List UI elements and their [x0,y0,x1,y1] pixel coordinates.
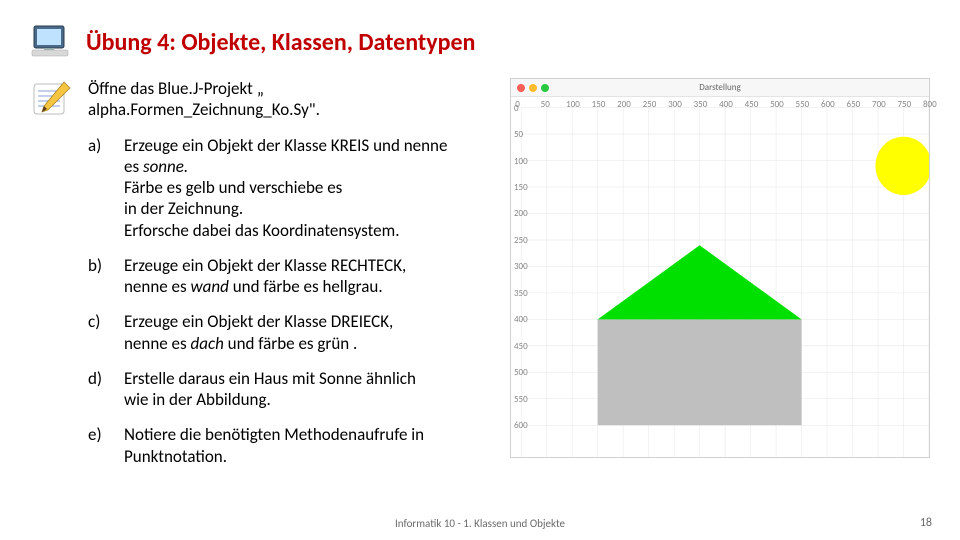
x-axis-label: 500 [770,99,784,110]
x-axis-label: 300 [668,99,682,110]
task-letter-e: e) [88,424,110,467]
y-axis-label: 150 [514,182,528,193]
x-axis-label: 550 [796,99,810,110]
drawing-canvas: 0 50 100 150 200 250 300 350 400 450 500 550 600 650 7… [511,97,929,457]
y-axis-label: 400 [514,314,528,325]
task-c-italic: dach [191,333,224,354]
y-axis-label: 300 [514,261,528,272]
y-axis-label: 550 [514,394,528,405]
task-b: b) Erzeuge ein Objekt der Klasse RECHTEC… [88,255,494,298]
task-a-line3: Färbe es gelb und verschiebe es [124,177,342,198]
x-axis-label: 400 [719,99,733,110]
y-axis-label: 50 [514,129,523,140]
task-body-b: Erzeuge ein Objekt der Klasse RECHTECK, … [124,255,494,298]
y-axis-label: 200 [514,208,528,219]
x-axis-label: 700 [872,99,886,110]
x-axis-label: 600 [821,99,835,110]
task-a-line2a: es [124,156,143,177]
left-icon-column [30,78,76,120]
task-c-line2b: und färbe es grün . [224,333,358,354]
task-a-italic: sonne. [143,156,188,177]
sun-circle [875,137,929,195]
task-letter-a: a) [88,135,110,241]
task-letter-d: d) [88,368,110,411]
y-axis-label: 100 [514,156,528,167]
task-body-c: Erzeuge ein Objekt der Klasse DREIECK, n… [124,311,494,354]
task-a-line1: Erzeuge ein Objekt der Klasse KREIS und … [124,135,447,156]
content-row: Öffne das Blue.J-Projekt „ alpha.Formen_… [30,78,930,481]
slide: Übung 4: Objekte, Klassen, Datentypen Öf… [0,0,960,540]
x-axis-label: 100 [566,99,580,110]
x-axis-label: 750 [898,99,912,110]
y-axis-label: 500 [514,367,528,378]
x-axis-label: 450 [745,99,759,110]
y-axis-label: 250 [514,235,528,246]
intro-text: Öffne das Blue.J-Projekt „ alpha.Formen_… [88,78,494,121]
task-a-line5: Erforsche dabei das Koordinatensystem. [124,220,400,241]
task-letter-b: b) [88,255,110,298]
x-axis-label: 150 [592,99,606,110]
pencil-note-icon [30,78,76,120]
task-body-e: Notiere die benötigten Methodenaufrufe i… [124,424,494,467]
wall-rectangle [598,319,802,425]
task-body-d: Erstelle daraus ein Haus mit Sonne ähnli… [124,368,494,411]
task-b-line1: Erzeuge ein Objekt der Klasse RECHTECK, [124,255,406,276]
task-letter-c: c) [88,311,110,354]
task-e-line2: Punktnotation. [124,446,227,467]
x-axis-label: 200 [617,99,631,110]
task-a: a) Erzeuge ein Objekt der Klasse KREIS u… [88,135,494,241]
y-axis-label: 600 [514,420,528,431]
task-e: e) Notiere die benötigten Methodenaufruf… [88,424,494,467]
task-e-line1: Notiere die benötigten Methodenaufrufe i… [124,424,424,445]
drawing-window: Darstellung 0 50 100 150 200 250 300 350 400 450 5… [510,78,930,458]
y-axis-label: 350 [514,288,528,299]
computer-icon [30,24,70,60]
window-title: Darstellung [511,82,929,93]
page-number: 18 [920,516,932,530]
x-axis-label: 800 [923,99,937,110]
x-axis-label: 350 [694,99,708,110]
task-c-line2a: nenne es [124,333,191,354]
text-column: Öffne das Blue.J-Projekt „ alpha.Formen_… [88,78,494,481]
footer-text: Informatik 10 - 1. Klassen und Objekte [0,517,960,530]
figure-column: Darstellung 0 50 100 150 200 250 300 350 400 450 5… [510,78,930,458]
task-b-line2b: und färbe es hellgrau. [229,276,383,297]
y-axis-label: 450 [514,341,528,352]
x-axis-label: 250 [643,99,657,110]
task-b-italic: wand [191,276,229,297]
task-c: c) Erzeuge ein Objekt der Klasse DREIECK… [88,311,494,354]
task-d-line1: Erstelle daraus ein Haus mit Sonne ähnli… [124,368,416,389]
task-b-line2a: nenne es [124,276,191,297]
window-titlebar: Darstellung [511,79,929,97]
coordinate-grid [511,97,929,457]
task-a-line4: in der Zeichnung. [124,198,243,219]
task-body-a: Erzeuge ein Objekt der Klasse KREIS und … [124,135,494,241]
x-axis-label: 50 [541,99,550,110]
task-d-line2: wie in der Abbildung. [124,389,271,410]
y-axis-label: 0 [514,103,519,114]
x-axis-label: 650 [847,99,861,110]
roof-triangle [598,245,802,319]
title-row: Übung 4: Objekte, Klassen, Datentypen [30,24,930,60]
task-d: d) Erstelle daraus ein Haus mit Sonne äh… [88,368,494,411]
task-c-line1: Erzeuge ein Objekt der Klasse DREIECK, [124,311,393,332]
page-title: Übung 4: Objekte, Klassen, Datentypen [86,28,475,57]
